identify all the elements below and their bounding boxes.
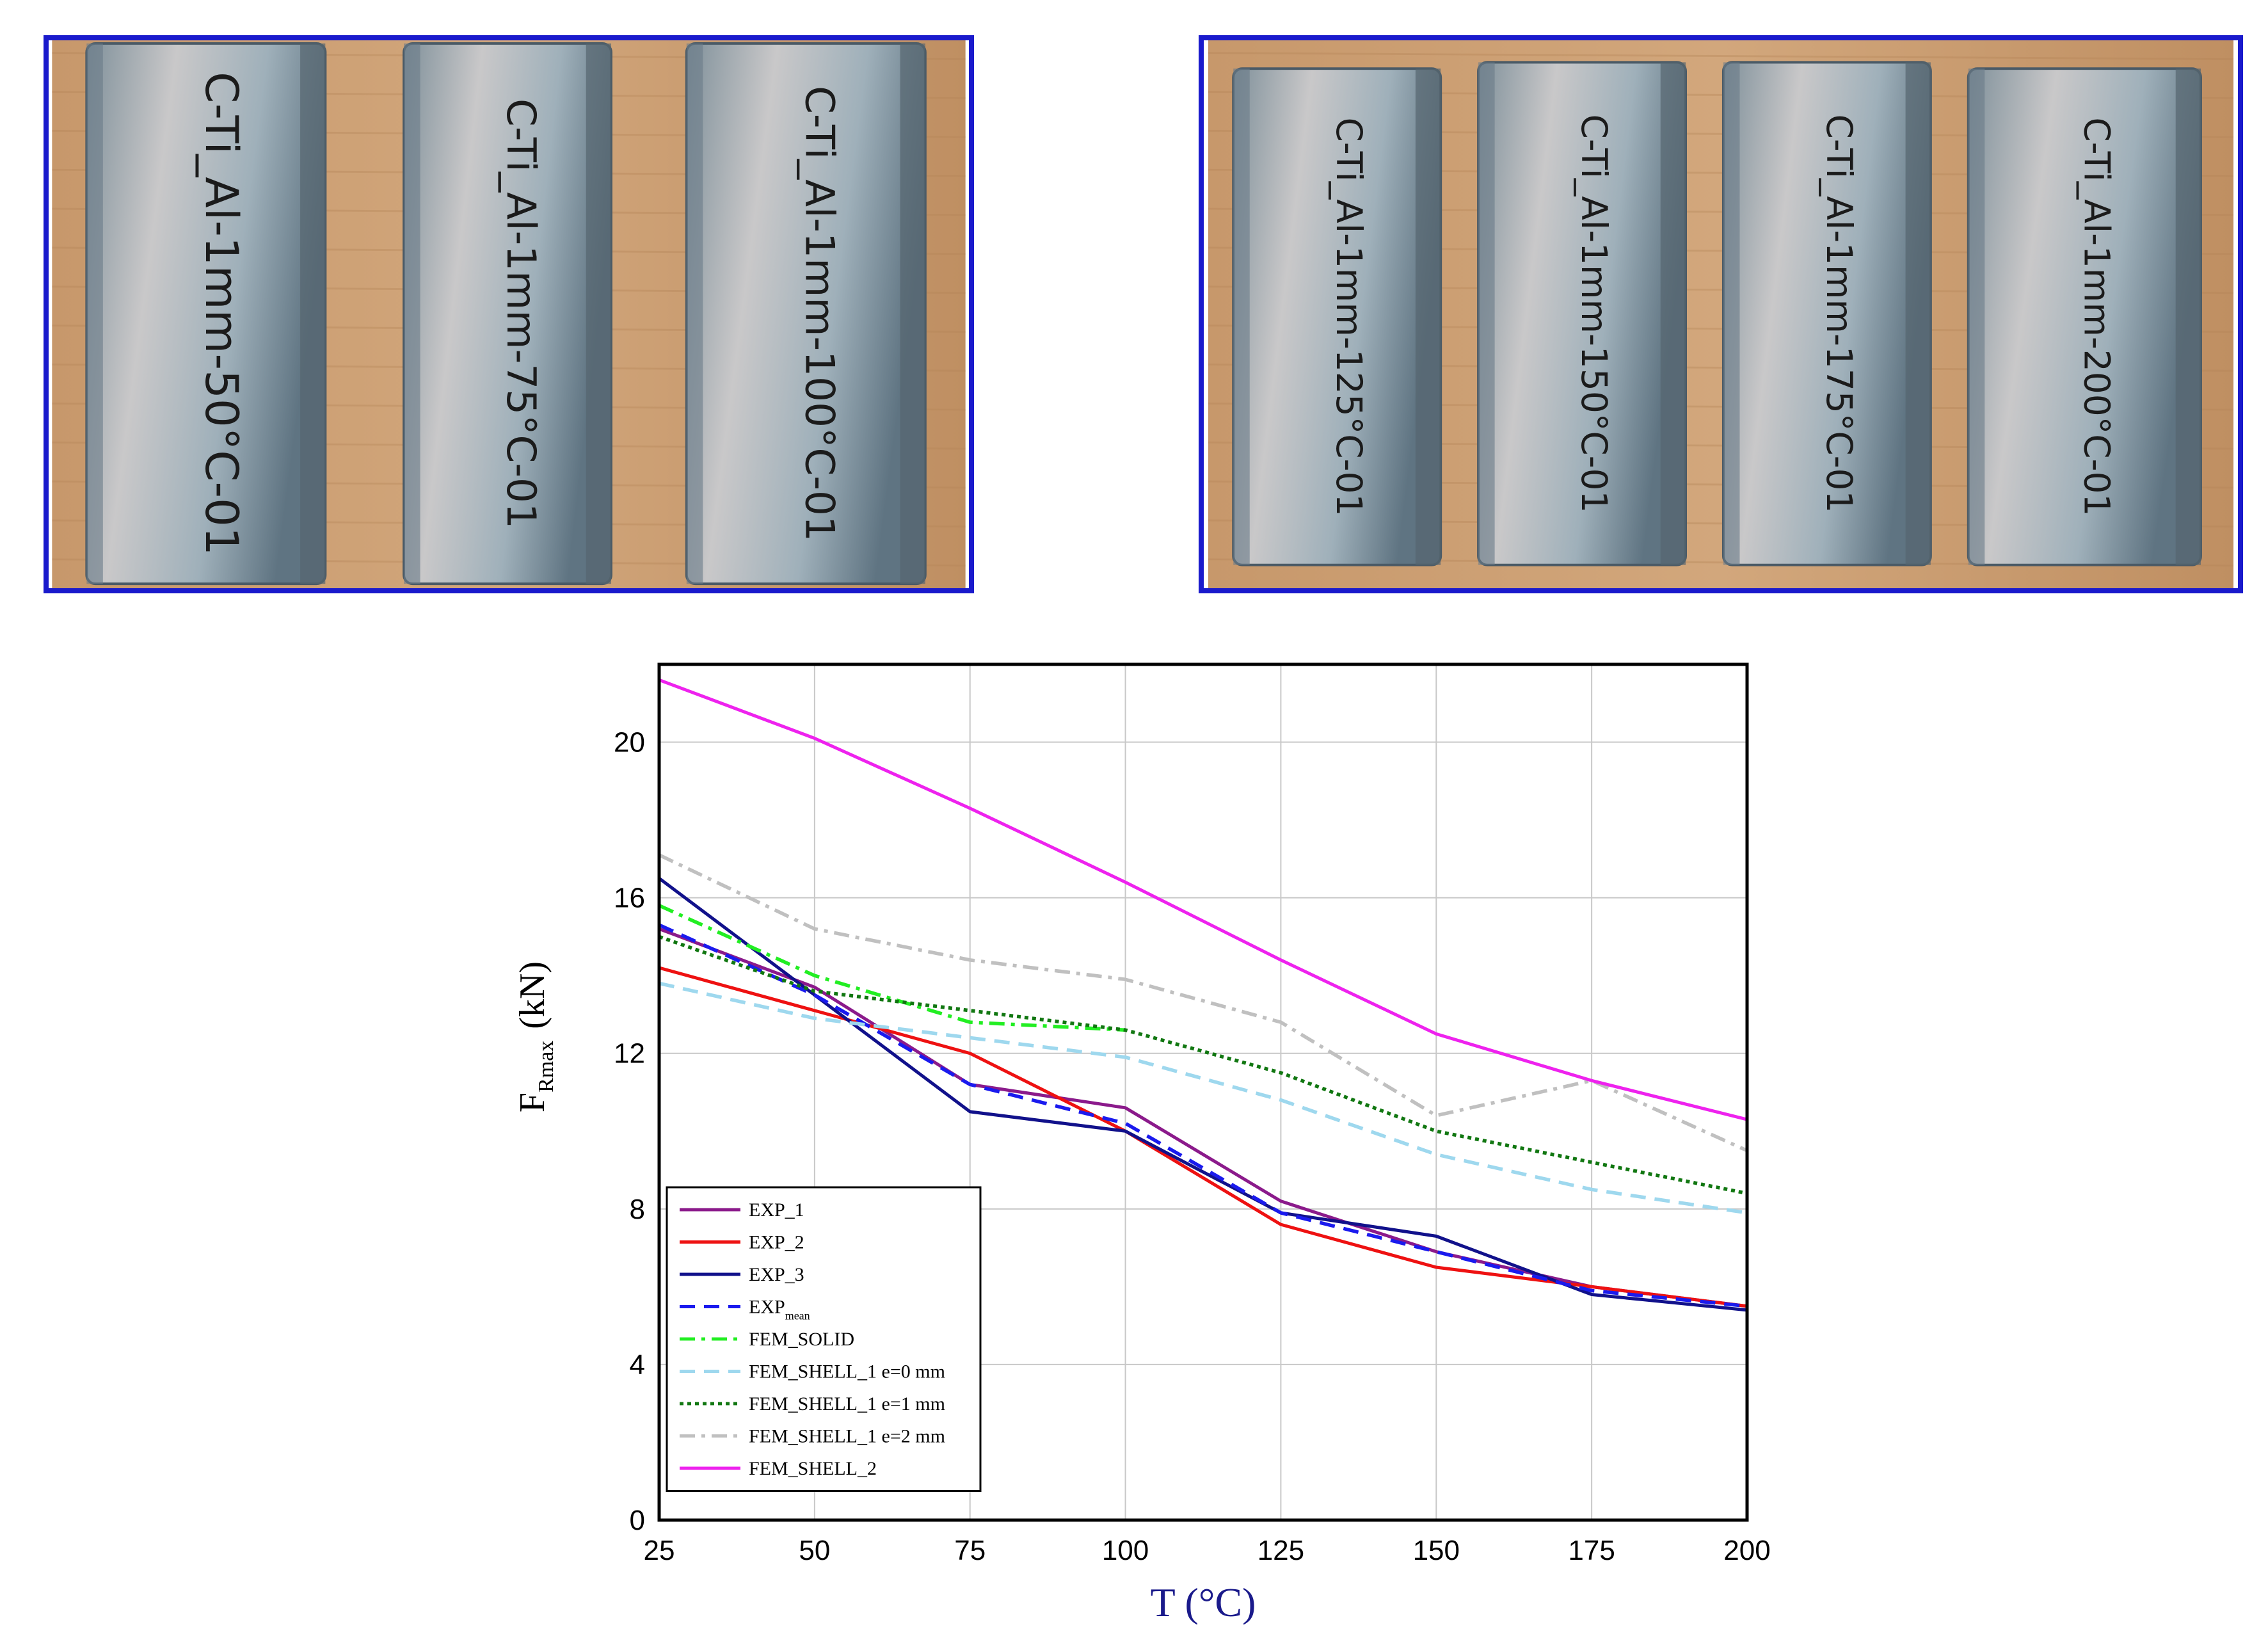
series-line	[659, 678, 1748, 1121]
x-tick-label: 150	[1413, 1535, 1460, 1566]
legend-entry: FEM_SHELL_1 e=1 mm	[749, 1393, 945, 1415]
specimen: C-Ti_Al-1mm-50°C-01	[85, 42, 327, 586]
x-tick-label: 125	[1258, 1535, 1304, 1566]
y-tick-label: 20	[614, 727, 645, 758]
specimen: C-Ti_Al-1mm-200°C-01	[1967, 67, 2202, 566]
legend: EXP_1 EXP_2 EXP_3 EXPmean FEM_SOLID FEM_SHELL…	[666, 1186, 982, 1492]
specimen-photo-left-image: C-Ti_Al-1mm-50°C-01 C-Ti_Al-1mm-75°C-01 C-…	[52, 40, 966, 588]
legend-entry: EXP_1	[749, 1199, 804, 1221]
y-tick-label: 16	[614, 883, 645, 914]
legend-entry: FEM_SHELL_2	[749, 1458, 877, 1479]
specimen-label: C-Ti_Al-1mm-100°C-01	[796, 86, 843, 541]
y-tick-label: 12	[614, 1038, 645, 1070]
specimen: C-Ti_Al-1mm-100°C-01	[685, 42, 927, 586]
y-tick-label: 8	[630, 1194, 645, 1225]
legend-entry: EXP_3	[749, 1264, 804, 1285]
y-axis-label-main: F	[513, 1093, 552, 1112]
x-tick-label: 100	[1102, 1535, 1149, 1566]
specimen: C-Ti_Al-1mm-125°C-01	[1232, 67, 1442, 566]
specimen-label: C-Ti_Al-1mm-175°C-01	[1819, 115, 1860, 513]
series-line	[659, 927, 1748, 1308]
x-tick-label: 200	[1723, 1535, 1770, 1566]
legend-entry: FEM_SHELL_1 e=2 mm	[749, 1426, 945, 1447]
force-temperature-chart: 25 50 75 100 125 150 175 200 0 4 8 12 16 20 T (°C) FR…	[486, 640, 1843, 1639]
y-tick-label: 4	[630, 1349, 645, 1381]
y-tick-label: 0	[630, 1505, 645, 1536]
y-axis-label: FRmax (kN)	[513, 961, 558, 1112]
specimen-photo-left: C-Ti_Al-1mm-50°C-01 C-Ti_Al-1mm-75°C-01 C-…	[44, 35, 974, 593]
specimen-label: C-Ti_Al-1mm-125°C-01	[1329, 117, 1370, 516]
specimen-label: C-Ti_Al-1mm-200°C-01	[2076, 117, 2117, 516]
svg-text:FRmax(kN): FRmax (kN)	[513, 961, 558, 1112]
legend-entry: EXPmean	[749, 1297, 810, 1322]
specimen: C-Ti_Al-1mm-75°C-01	[403, 42, 612, 586]
series-group	[658, 678, 1748, 1312]
legend-entry: FEM_SHELL_1 e=0 mm	[749, 1361, 945, 1383]
series-line	[659, 981, 1748, 1215]
legend-entry: EXP_2	[749, 1232, 804, 1253]
legend-entry: FEM_SOLID	[749, 1329, 854, 1350]
plot-border	[657, 662, 1749, 1522]
x-tick-label: 75	[954, 1535, 986, 1566]
x-tick-label: 50	[799, 1535, 830, 1566]
x-axis-label: T (°C)	[1151, 1580, 1256, 1625]
specimen-label: C-Ti_Al-1mm-50°C-01	[195, 72, 248, 556]
specimen: C-Ti_Al-1mm-150°C-01	[1477, 61, 1687, 566]
specimen-label: C-Ti_Al-1mm-150°C-01	[1574, 115, 1615, 513]
series-line	[659, 934, 1748, 1196]
series-line	[658, 923, 1748, 1308]
x-tick-label: 175	[1568, 1535, 1615, 1566]
chart-svg: 25 50 75 100 125 150 175 200 0 4 8 12 16 20 T (°C) FR…	[513, 662, 1771, 1625]
specimen: C-Ti_Al-1mm-175°C-01	[1721, 61, 1932, 566]
x-tick-label: 25	[644, 1535, 675, 1566]
tick-labels: 25 50 75 100 125 150 175 200 0 4 8 12 16 20	[614, 727, 1771, 1566]
specimen-label: C-Ti_Al-1mm-75°C-01	[498, 99, 545, 529]
y-axis-label-unit: (kN)	[513, 961, 552, 1029]
y-axis-label-sub: Rmax	[534, 1041, 558, 1093]
specimen-photo-right: C-Ti_Al-1mm-125°C-01 C-Ti_Al-1mm-150°C-01…	[1199, 35, 2243, 593]
series-line	[658, 853, 1748, 1153]
specimen-photo-right-image: C-Ti_Al-1mm-125°C-01 C-Ti_Al-1mm-150°C-01…	[1208, 40, 2234, 588]
wood-grain	[1208, 52, 2234, 60]
